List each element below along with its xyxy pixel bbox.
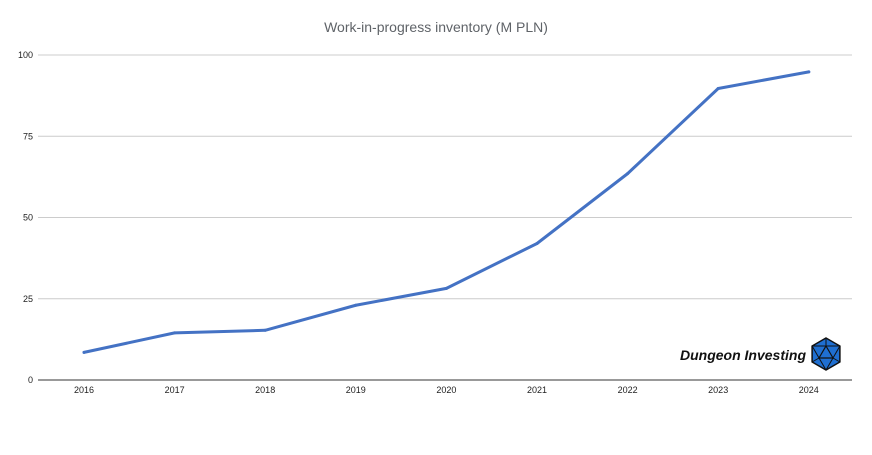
data-point [173, 331, 177, 335]
series-layer [82, 70, 811, 354]
y-tick-label: 75 [23, 131, 33, 141]
x-tick-label: 2021 [527, 385, 547, 395]
x-tick-label: 2022 [618, 385, 638, 395]
x-tick-label: 2016 [74, 385, 94, 395]
x-tick-label: 2018 [255, 385, 275, 395]
x-tick-label: 2023 [708, 385, 728, 395]
data-point [716, 86, 720, 90]
x-tick-label: 2017 [165, 385, 185, 395]
x-tick-label: 2019 [346, 385, 366, 395]
watermark-text: Dungeon Investing [680, 347, 806, 363]
gridlines [38, 54, 852, 300]
y-tick-label: 50 [23, 213, 33, 223]
y-tick-label: 0 [28, 375, 33, 385]
x-axis-ticks: 2016 2017 2018 2019 2020 2021 2022 2023 2024 [74, 385, 819, 395]
data-point [535, 242, 539, 245]
y-tick-label: 25 [23, 294, 33, 304]
y-axis-ticks: 0 25 50 75 100 [18, 50, 33, 385]
x-tick-label: 2020 [436, 385, 456, 395]
data-point [354, 303, 358, 307]
series-line [82, 70, 811, 354]
data-point [82, 350, 86, 354]
data-point [807, 70, 811, 74]
d20-dice-icon [811, 337, 841, 371]
chart-title: Work-in-progress inventory (M PLN) [324, 19, 548, 35]
watermark: Dungeon Investing [680, 337, 841, 371]
data-point [263, 328, 267, 332]
y-tick-label: 100 [18, 50, 33, 60]
data-point [626, 172, 630, 176]
x-tick-label: 2024 [799, 385, 819, 395]
data-point [444, 286, 448, 290]
